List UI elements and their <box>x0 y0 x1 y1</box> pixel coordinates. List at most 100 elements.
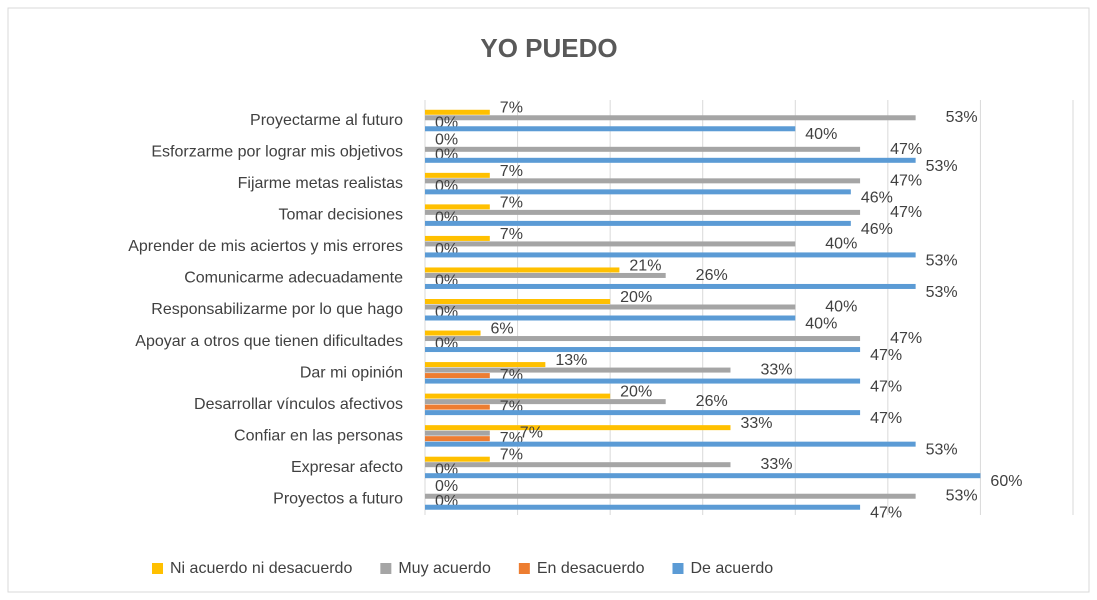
legend-label: Muy acuerdo <box>398 560 491 577</box>
data-label: 20% <box>620 289 652 306</box>
y-tick-label: Expresar afecto <box>291 459 403 476</box>
data-label: 53% <box>926 252 958 269</box>
data-label: 33% <box>760 362 792 379</box>
y-tick-label: Proyectarme al futuro <box>250 112 403 129</box>
bar <box>425 347 861 353</box>
y-tick-label: Confiar en las personas <box>234 427 403 444</box>
bar <box>425 283 916 289</box>
data-label: 46% <box>861 189 893 206</box>
data-label: 60% <box>990 473 1022 490</box>
legend-swatch <box>152 563 163 574</box>
data-label: 53% <box>926 158 958 175</box>
bar <box>425 146 861 152</box>
data-label: 0% <box>435 478 458 495</box>
bar <box>425 299 611 304</box>
y-tick-label: Proyectos a futuro <box>273 490 403 507</box>
bar <box>425 235 490 241</box>
bar <box>425 267 620 273</box>
bar <box>425 504 861 510</box>
data-label: 53% <box>946 109 978 126</box>
bar <box>425 493 916 499</box>
y-tick-label: Responsabilizarme por lo que hago <box>151 301 403 318</box>
bar <box>425 441 916 447</box>
data-label: 7% <box>520 425 543 442</box>
y-tick-label: Desarrollar vínculos afectivos <box>194 396 403 413</box>
bar <box>425 220 851 226</box>
data-label: 7% <box>500 100 523 117</box>
data-label: 46% <box>861 221 893 238</box>
bar <box>425 410 861 416</box>
legend-swatch <box>518 563 530 574</box>
y-tick-label: Aprender de mis aciertos y mis errores <box>128 238 403 255</box>
data-label: 47% <box>870 347 902 364</box>
data-label: 47% <box>890 204 922 221</box>
bar <box>425 473 981 479</box>
data-label: 6% <box>491 321 514 338</box>
bar <box>425 109 490 115</box>
data-label: 40% <box>825 298 857 315</box>
bar <box>425 404 490 410</box>
legend-label: De acuerdo <box>690 560 773 577</box>
data-label: 53% <box>926 442 958 459</box>
data-label: 7% <box>500 226 523 243</box>
bar <box>425 252 916 258</box>
bar <box>425 157 916 163</box>
data-label: 40% <box>805 315 837 332</box>
data-label: 47% <box>890 141 922 158</box>
bar <box>425 399 666 405</box>
data-label: 40% <box>805 126 837 143</box>
bar <box>425 126 796 132</box>
data-label: 26% <box>696 267 728 284</box>
bar <box>425 272 666 278</box>
legend-label: En desacuerdo <box>537 560 645 577</box>
data-label: 21% <box>629 257 661 274</box>
bar <box>425 209 861 215</box>
data-label: 7% <box>500 163 523 180</box>
bar <box>425 456 490 462</box>
bar <box>425 430 490 436</box>
data-label: 0% <box>435 131 458 148</box>
bar <box>425 436 490 442</box>
y-tick-label: Dar mi opinión <box>300 364 403 381</box>
data-label: 53% <box>946 488 978 505</box>
legend-swatch <box>380 563 392 574</box>
data-label: 40% <box>825 235 857 252</box>
bar <box>425 462 731 468</box>
y-tick-label: Comunicarme adecuadamente <box>184 270 403 287</box>
bar <box>425 178 861 184</box>
bar <box>425 241 796 247</box>
bar <box>425 393 611 399</box>
y-tick-label: Esforzarme por lograr mis objetivos <box>151 144 403 161</box>
bar <box>425 204 490 210</box>
data-label: 13% <box>555 352 587 369</box>
bar <box>425 304 796 310</box>
data-label: 47% <box>890 172 922 189</box>
data-label: 7% <box>500 194 523 211</box>
data-label: 47% <box>870 505 902 522</box>
data-label: 47% <box>890 330 922 347</box>
data-label: 47% <box>870 410 902 427</box>
bar <box>425 172 490 178</box>
bar <box>425 378 861 384</box>
data-label: 53% <box>926 284 958 301</box>
bar <box>425 336 861 342</box>
bar <box>425 425 731 431</box>
data-label: 20% <box>620 384 652 401</box>
chart-title: YO PUEDO <box>480 33 617 63</box>
data-label: 26% <box>696 393 728 410</box>
bar <box>425 315 796 321</box>
data-label: 33% <box>740 415 772 432</box>
data-label: 33% <box>760 456 792 473</box>
y-tick-label: Fijarme metas realistas <box>238 175 403 192</box>
data-label: 47% <box>870 379 902 396</box>
bar <box>425 115 916 121</box>
bar <box>425 189 851 195</box>
legend-swatch <box>672 563 684 574</box>
y-tick-label: Tomar decisiones <box>279 207 404 224</box>
data-label: 7% <box>500 447 523 464</box>
bar <box>425 330 481 336</box>
bar <box>425 367 731 373</box>
y-tick-label: Apoyar a otros que tienen dificultades <box>135 333 403 350</box>
bar <box>425 373 490 379</box>
